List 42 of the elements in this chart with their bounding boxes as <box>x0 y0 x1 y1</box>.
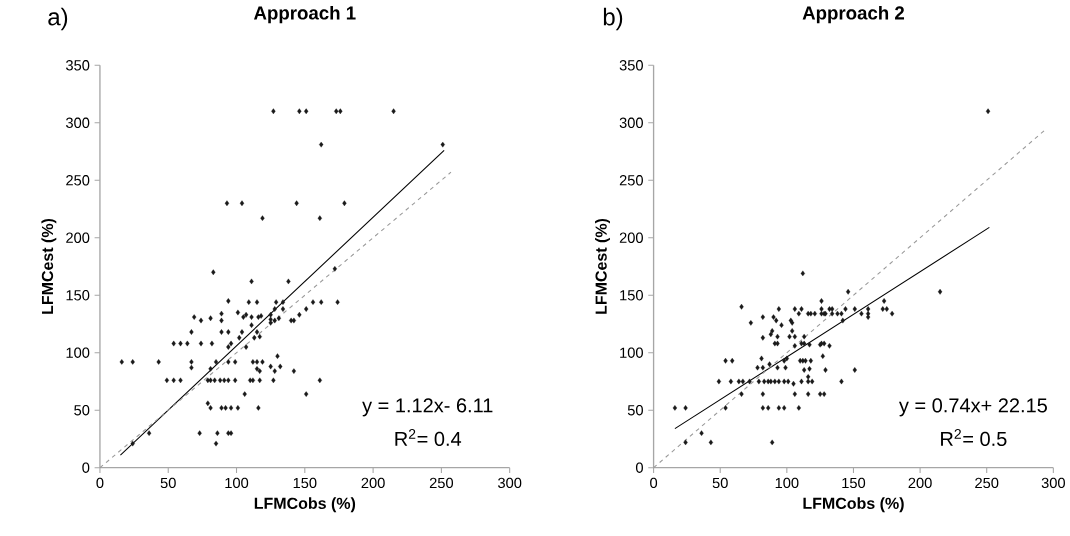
x-tick-label: 300 <box>498 477 522 489</box>
annotation: R$^{2}$= 0.5 <box>941 429 1007 447</box>
x-tick-label: 0 <box>96 477 104 489</box>
x-axis-title: LFMCobs (%) <box>254 497 356 513</box>
x-tick-label: 100 <box>775 477 799 489</box>
y-tick-label: 350 <box>619 60 643 71</box>
x-tick-label: 50 <box>712 477 728 489</box>
annotation: y = 0.74x+ 22.15 <box>898 398 1047 417</box>
x-tick-label: 200 <box>908 477 932 489</box>
annotation: R$^{2}$= 0.4 <box>395 429 462 447</box>
x-axis-title: LFMCobs (%) <box>803 497 904 513</box>
y-tick-label: 0 <box>635 462 643 474</box>
y-tick-label: 350 <box>66 60 90 71</box>
text: a) <box>48 8 68 31</box>
x-tick-label: 150 <box>293 477 317 489</box>
y-tick-label: 0 <box>82 462 90 474</box>
y-tick-label: 250 <box>619 175 643 186</box>
x-tick-label: 50 <box>160 477 176 489</box>
annotation: y = 1.12x- 6.11 <box>362 398 493 417</box>
x-tick-label: 150 <box>842 477 866 489</box>
x-tick-label: 250 <box>975 477 999 489</box>
y-tick-label: 300 <box>66 117 90 129</box>
y-tick-label: 300 <box>619 117 643 129</box>
y-axis-title: LFMCest (%) <box>595 219 610 315</box>
y-tick-label: 150 <box>66 290 90 301</box>
y-tick-label: 50 <box>74 405 90 416</box>
y-tick-label: 150 <box>620 290 643 301</box>
x-tick-label: 300 <box>1041 477 1065 489</box>
y-tick-label: 200 <box>619 232 643 244</box>
x-tick-label: 200 <box>361 477 385 489</box>
chart-title: Approach 1 <box>253 6 356 24</box>
y-axis-title: LFMCest (%) <box>41 219 57 315</box>
y-tick-label: 100 <box>620 347 643 359</box>
y-tick-label: 50 <box>627 405 643 416</box>
text: b) <box>603 8 623 31</box>
chart-title: Approach 2 <box>802 6 905 24</box>
x-tick-label: 100 <box>225 477 249 489</box>
y-tick-label: 100 <box>66 347 90 359</box>
x-tick-label: 250 <box>429 477 454 489</box>
x-tick-label: 0 <box>650 477 658 489</box>
y-tick-label: 250 <box>66 175 90 186</box>
y-tick-label: 200 <box>66 232 90 244</box>
